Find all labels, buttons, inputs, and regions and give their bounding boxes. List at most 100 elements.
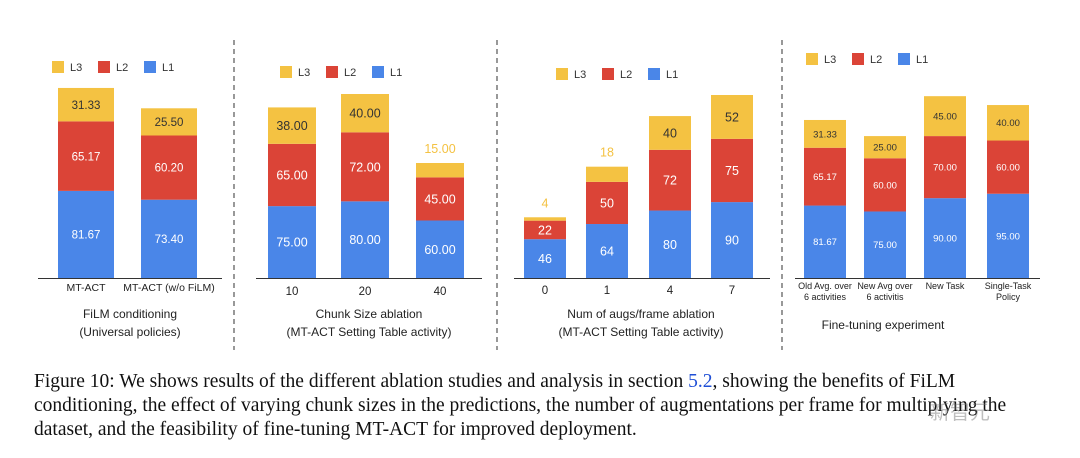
category-label: 40	[434, 286, 447, 298]
bar-l3	[341, 94, 389, 133]
legend-label-l2: L2	[620, 69, 632, 81]
chart-title: Num of augs/frame ablation	[567, 307, 714, 321]
chart-title: Fine-tuning experiment	[822, 318, 945, 332]
legend-label-l1: L1	[916, 54, 928, 66]
bar-l3	[649, 116, 691, 150]
data-label-l2: 45.00	[424, 192, 455, 206]
data-label-l3: 31.33	[72, 100, 101, 112]
bar-l1	[711, 202, 753, 278]
bar-l2	[864, 158, 906, 212]
data-label-l2: 50	[600, 196, 614, 210]
bar-l3	[58, 87, 114, 122]
data-label-l1: 73.40	[155, 234, 184, 246]
legend-label-l1: L1	[666, 69, 678, 81]
data-label-l3: 25.00	[873, 143, 897, 154]
data-label-l2: 22	[538, 223, 552, 237]
data-label-l1: 90.00	[933, 234, 957, 245]
chart-film-conditioning: L3 L2 L1 81.67 65.17 31.33 MT-ACT 73.40 60.20 25.…	[38, 61, 222, 339]
category-label: MT-ACT (w/o FiLM)	[123, 282, 214, 294]
bar-l2	[711, 138, 753, 203]
data-label-l3: 15.00	[424, 142, 455, 156]
category-label: 6 activities	[804, 292, 847, 302]
bar-l2	[524, 220, 566, 240]
bar-l3	[711, 95, 753, 139]
category-label: 7	[729, 285, 735, 297]
legend-label-l2: L2	[116, 62, 128, 74]
category-label: 10	[286, 286, 299, 298]
data-label-l3: 25.50	[155, 117, 184, 129]
legend-swatch-l2	[602, 68, 614, 80]
legend-swatch-l3	[556, 68, 568, 80]
bar-l1	[864, 211, 906, 278]
bar-l2	[586, 181, 628, 225]
data-label-l1: 90	[725, 234, 739, 248]
data-label-l1: 60.00	[424, 243, 455, 257]
bar-l2	[924, 136, 966, 199]
category-label: MT-ACT	[66, 282, 106, 294]
category-label: 4	[667, 285, 674, 297]
data-label-l1: 75.00	[276, 236, 307, 250]
legend-label-l1: L1	[162, 62, 174, 74]
bar-l2	[141, 135, 197, 200]
bar-l3	[586, 166, 628, 182]
bar-l3	[268, 107, 316, 144]
bar-l1	[268, 206, 316, 278]
figure-caption: Figure 10: We shows results of the diffe…	[34, 370, 1050, 442]
data-label-l2: 60.00	[873, 180, 897, 191]
legend-swatch-l3	[280, 66, 292, 78]
category-label: 6 activitis	[866, 292, 904, 302]
data-label-l3: 40	[663, 126, 677, 140]
bar-l2	[416, 177, 464, 221]
chart-subtitle: (MT-ACT Setting Table activity)	[559, 325, 724, 339]
bar-l3	[864, 136, 906, 159]
data-label-l2: 65.00	[276, 168, 307, 182]
legend-swatch-l2	[852, 53, 864, 65]
category-label: 1	[604, 285, 610, 297]
caption-section-link[interactable]: 5.2	[688, 371, 713, 392]
bar-l1	[58, 190, 114, 278]
data-label-l1: 95.00	[996, 231, 1020, 242]
bar-l1	[649, 210, 691, 278]
legend-label-l3: L3	[298, 67, 310, 79]
bar-l2	[341, 132, 389, 202]
data-label-l3: 45.00	[933, 112, 957, 123]
data-label-l2: 60.20	[155, 163, 184, 175]
bar-l1	[141, 199, 197, 278]
data-label-l1: 80.00	[349, 233, 380, 247]
bar-l2	[649, 149, 691, 211]
data-label-l3: 31.33	[813, 129, 837, 140]
figure-charts: L3 L2 L1 81.67 65.17 31.33 MT-ACT 73.40 60.20 25.…	[38, 40, 1040, 350]
category-label: New Avg over	[857, 281, 912, 291]
legend-swatch-l1	[898, 53, 910, 65]
bar-l2	[804, 147, 846, 206]
bar-l3	[987, 105, 1029, 141]
data-label-l2: 75	[725, 164, 739, 178]
data-label-l2: 65.17	[813, 172, 837, 183]
data-label-l3: 18	[600, 146, 614, 160]
bar-l3	[141, 108, 197, 136]
data-label-l2: 65.17	[72, 151, 101, 163]
data-label-l1: 64	[600, 245, 614, 259]
bar-l2	[268, 143, 316, 207]
bar-l2	[58, 121, 114, 191]
chart-subtitle: (Universal policies)	[79, 325, 180, 339]
data-label-l1: 81.67	[72, 230, 101, 242]
bar-l1	[341, 201, 389, 278]
legend-label-l2: L2	[344, 67, 356, 79]
bar-l2	[987, 140, 1029, 194]
legend-label-l3: L3	[574, 69, 586, 81]
legend-label-l3: L3	[824, 54, 836, 66]
data-label-l1: 46	[538, 252, 552, 266]
legend-swatch-l1	[144, 61, 156, 73]
category-label: Policy	[996, 292, 1021, 302]
category-label: New Task	[926, 281, 965, 291]
legend-swatch-l2	[326, 66, 338, 78]
data-label-l2: 72.00	[349, 160, 380, 174]
bar-l3	[524, 217, 566, 221]
caption-suffix: , showing the benefits of FiLM condition…	[34, 371, 1007, 440]
data-label-l3: 40.00	[349, 107, 380, 121]
data-label-l2: 60.00	[996, 163, 1020, 174]
bar-l1	[524, 239, 566, 278]
